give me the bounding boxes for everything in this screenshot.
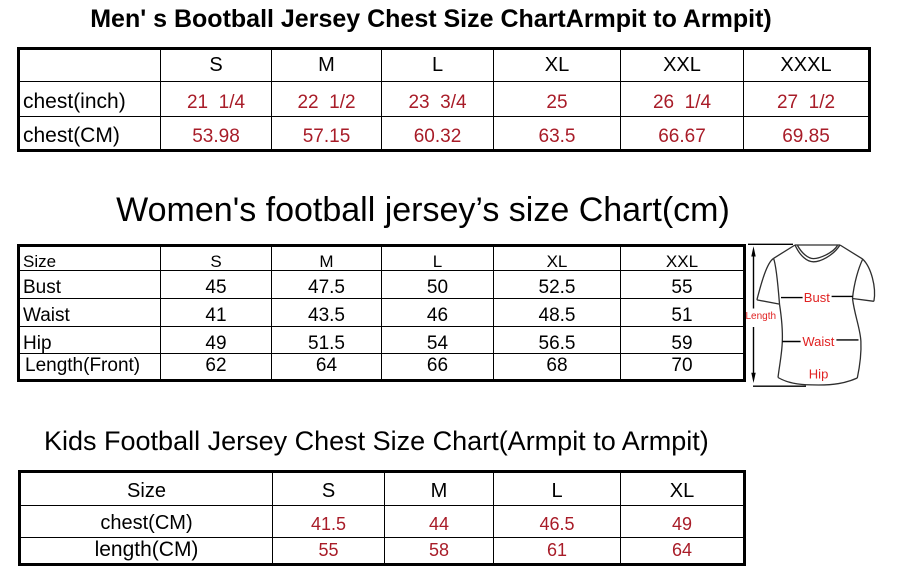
svg-text:Waist: Waist: [802, 334, 834, 349]
svg-text:Hip: Hip: [809, 367, 829, 382]
svg-text:Length: Length: [746, 311, 777, 322]
svg-text:Bust: Bust: [804, 290, 830, 305]
